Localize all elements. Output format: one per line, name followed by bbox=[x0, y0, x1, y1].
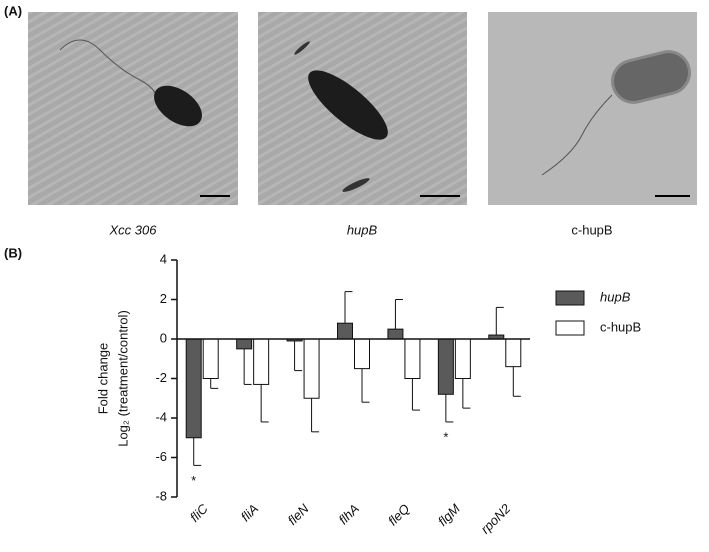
annotation: * bbox=[191, 473, 196, 488]
y-tick-label: -6 bbox=[155, 449, 167, 464]
bar bbox=[337, 322, 353, 340]
micrograph bbox=[28, 12, 238, 205]
caption: Xcc 306 bbox=[109, 222, 158, 237]
panel-label: (B) bbox=[4, 245, 22, 260]
bar bbox=[387, 328, 404, 340]
legend-label: c-hupB bbox=[600, 319, 641, 334]
x-tick-label: flgM bbox=[435, 501, 463, 529]
micrograph bbox=[488, 12, 697, 205]
bar bbox=[202, 338, 219, 379]
bar bbox=[437, 338, 454, 395]
bar bbox=[354, 338, 370, 370]
bar bbox=[454, 338, 471, 379]
legend-swatch bbox=[555, 320, 585, 336]
y-tick-label: 0 bbox=[160, 330, 167, 345]
micrograph bbox=[258, 12, 467, 205]
x-tick-label: fleQ bbox=[385, 501, 412, 528]
bar bbox=[303, 338, 320, 399]
x-tick-label: rpoN2 bbox=[478, 500, 514, 536]
y-axis-label: Log₂ (treatment/control) bbox=[115, 310, 130, 447]
annotation: * bbox=[443, 429, 448, 444]
bar bbox=[236, 338, 253, 350]
bar bbox=[185, 338, 202, 439]
y-axis-label: Fold change bbox=[95, 343, 110, 415]
y-tick-label: 4 bbox=[160, 251, 167, 266]
bar bbox=[505, 338, 522, 368]
bar bbox=[253, 338, 270, 385]
bar bbox=[404, 338, 421, 379]
y-tick-label: -8 bbox=[155, 488, 167, 503]
legend-label: hupB bbox=[600, 289, 631, 304]
x-tick-label: fliC bbox=[187, 501, 211, 525]
caption: hupB bbox=[347, 222, 378, 237]
x-tick-label: flhA bbox=[336, 501, 362, 527]
legend-swatch bbox=[555, 290, 585, 306]
panel-label: (A) bbox=[4, 3, 22, 18]
x-tick-label: fleN bbox=[285, 501, 312, 528]
x-tick-label: fliA bbox=[238, 501, 261, 524]
y-tick-label: -4 bbox=[155, 409, 167, 424]
y-tick-label: -2 bbox=[155, 370, 167, 385]
caption: c-hupB bbox=[571, 222, 612, 237]
y-tick-label: 2 bbox=[160, 291, 167, 306]
